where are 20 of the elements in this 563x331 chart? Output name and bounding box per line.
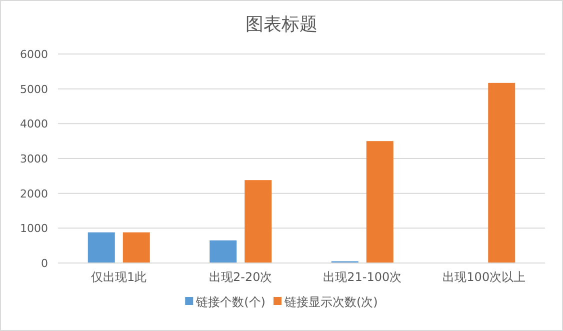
bar xyxy=(244,180,272,263)
y-tick-label: 3000 xyxy=(20,152,48,166)
bar xyxy=(210,240,237,263)
y-tick-label: 6000 xyxy=(20,48,48,61)
x-tick-label: 出现21-100次 xyxy=(323,270,402,284)
y-tick-label: 5000 xyxy=(20,82,48,96)
bar xyxy=(122,232,150,263)
bar xyxy=(488,82,516,263)
x-tick-label: 仅出现1此 xyxy=(91,270,147,284)
chart-title: 图表标题 xyxy=(246,14,318,35)
legend-label: 链接个数(个) xyxy=(195,295,266,309)
y-tick-label: 0 xyxy=(41,257,48,270)
y-tick-label: 1000 xyxy=(20,222,48,236)
y-tick-label: 4000 xyxy=(20,118,48,131)
x-tick-label: 出现2-20次 xyxy=(209,270,272,284)
bar xyxy=(88,232,115,263)
legend-label: 链接显示次数(次) xyxy=(284,295,378,309)
bar xyxy=(366,141,394,263)
x-tick-label: 出现100次以上 xyxy=(442,270,526,284)
y-tick-label: 2000 xyxy=(20,187,48,200)
